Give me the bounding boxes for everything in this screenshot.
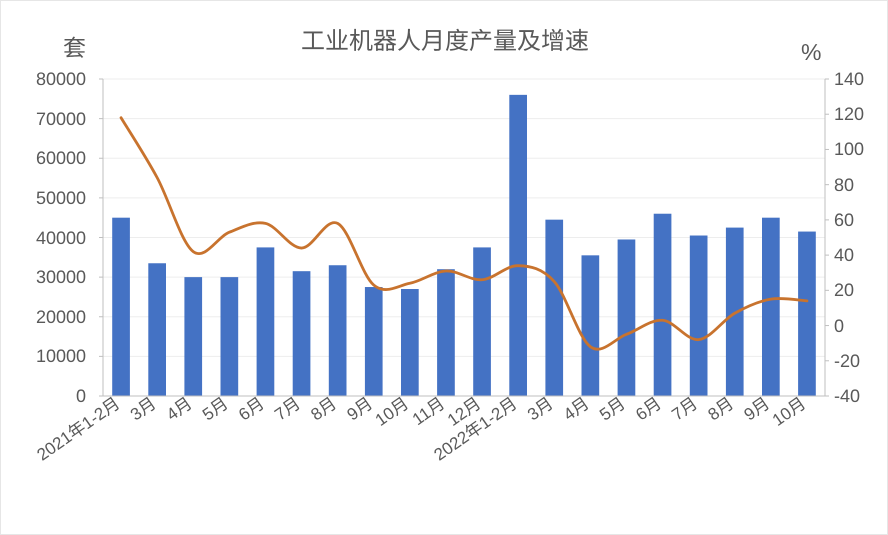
svg-text:7月: 7月: [271, 394, 304, 425]
svg-text:5月: 5月: [596, 394, 629, 425]
svg-text:5月: 5月: [199, 394, 232, 425]
svg-text:7月: 7月: [668, 394, 701, 425]
svg-text:11月: 11月: [409, 394, 448, 429]
svg-text:9月: 9月: [343, 394, 376, 425]
svg-text:9月: 9月: [741, 394, 774, 425]
svg-text:3月: 3月: [127, 394, 160, 425]
svg-text:10月: 10月: [372, 394, 412, 430]
svg-text:6月: 6月: [632, 394, 665, 425]
svg-text:10月: 10月: [769, 394, 809, 430]
svg-text:8月: 8月: [704, 394, 737, 425]
svg-text:8月: 8月: [307, 394, 340, 425]
svg-text:4月: 4月: [163, 394, 196, 425]
svg-text:3月: 3月: [524, 394, 557, 425]
svg-text:6月: 6月: [235, 394, 268, 425]
svg-text:4月: 4月: [560, 394, 593, 425]
